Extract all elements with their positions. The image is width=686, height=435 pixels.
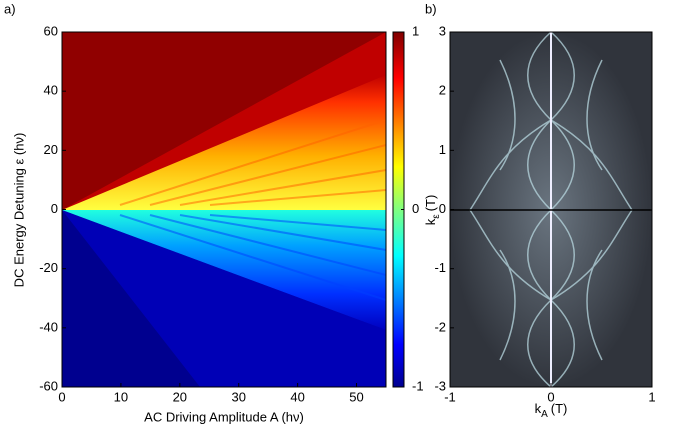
x-tick-label: 20 xyxy=(173,389,187,404)
y-tick-label: -2 xyxy=(434,319,446,334)
x-axis-label: kA (T) xyxy=(535,401,568,419)
y-axis-label: kε (T) xyxy=(423,195,441,226)
x-tick-label: 30 xyxy=(231,389,245,404)
symbol: k xyxy=(423,218,438,225)
x-tick-label: 0 xyxy=(58,389,65,404)
subscript: ε xyxy=(431,214,442,219)
y-tick-label: 60 xyxy=(44,23,58,38)
colorbar-tick-label: 0 xyxy=(412,201,419,216)
x-tick-label: 50 xyxy=(349,389,363,404)
colorbar-tick-label: -1 xyxy=(412,378,424,393)
y-tick-label: 0 xyxy=(439,201,446,216)
colorbar-tick-label: 1 xyxy=(412,23,419,38)
y-tick-label: 3 xyxy=(439,23,446,38)
y-tick-label: 1 xyxy=(439,142,446,157)
y-tick-label: 40 xyxy=(44,83,58,98)
unit: (T) xyxy=(423,195,438,212)
x-tick-label: 1 xyxy=(648,389,655,404)
y-tick-label: 20 xyxy=(44,142,58,157)
y-tick-label: -1 xyxy=(434,260,446,275)
heatmap-b xyxy=(449,31,653,388)
x-tick-label: 10 xyxy=(114,389,128,404)
panel-label: a) xyxy=(4,1,16,16)
symbol: k xyxy=(535,401,542,416)
y-tick-label: -20 xyxy=(39,260,58,275)
x-tick-label: 40 xyxy=(290,389,304,404)
subscript: A xyxy=(541,409,548,420)
x-tick-label: 0 xyxy=(547,389,554,404)
x-axis-label: AC Driving Amplitude A (hν) xyxy=(144,409,304,424)
heatmap-a xyxy=(61,31,387,388)
y-tick-label: 2 xyxy=(439,83,446,98)
unit: (T) xyxy=(551,401,568,416)
y-tick-label: -40 xyxy=(39,319,58,334)
x-tick-label: -1 xyxy=(444,389,456,404)
y-tick-label: -60 xyxy=(39,378,58,393)
panel-label: b) xyxy=(425,1,437,16)
y-tick-label: -3 xyxy=(434,378,446,393)
y-axis-label: DC Energy Detuning ε (hν) xyxy=(11,133,26,288)
y-tick-label: 0 xyxy=(51,201,58,216)
